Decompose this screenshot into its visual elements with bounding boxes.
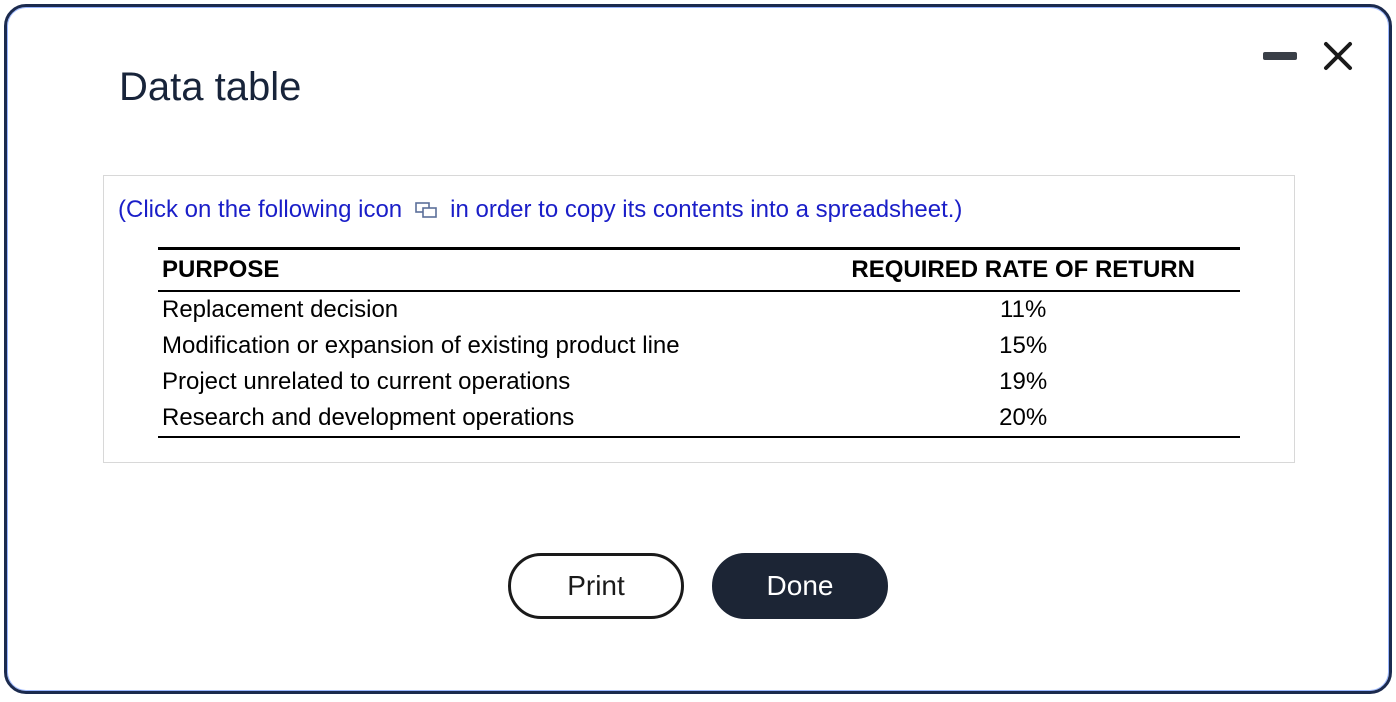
- print-button[interactable]: Print: [508, 553, 684, 619]
- cell-purpose: Research and development operations: [158, 400, 806, 437]
- content-box: (Click on the following icon in order to…: [103, 175, 1295, 463]
- dialog-title: Data table: [119, 65, 301, 110]
- table-header-row: PURPOSE REQUIRED RATE OF RETURN: [158, 249, 1240, 292]
- table-row: Research and development operations 20%: [158, 400, 1240, 437]
- done-button[interactable]: Done: [712, 553, 888, 619]
- minimize-icon[interactable]: [1263, 52, 1297, 60]
- data-table-wrap: PURPOSE REQUIRED RATE OF RETURN Replacem…: [158, 247, 1240, 438]
- instruction-prefix: (Click on the following icon: [118, 194, 402, 225]
- cell-purpose: Replacement decision: [158, 291, 806, 328]
- window-controls: [1263, 41, 1353, 71]
- table-row: Replacement decision 11%: [158, 291, 1240, 328]
- cell-rate: 19%: [806, 364, 1240, 400]
- cell-purpose: Modification or expansion of existing pr…: [158, 328, 806, 364]
- copy-instruction: (Click on the following icon in order to…: [118, 194, 1280, 225]
- cell-rate: 11%: [806, 291, 1240, 328]
- col-header-rate: REQUIRED RATE OF RETURN: [806, 249, 1240, 292]
- col-header-purpose: PURPOSE: [158, 249, 806, 292]
- cell-rate: 15%: [806, 328, 1240, 364]
- table-row: Project unrelated to current operations …: [158, 364, 1240, 400]
- data-table: PURPOSE REQUIRED RATE OF RETURN Replacem…: [158, 247, 1240, 438]
- dialog-button-row: Print Done: [7, 553, 1389, 619]
- cell-purpose: Project unrelated to current operations: [158, 364, 806, 400]
- cell-rate: 20%: [806, 400, 1240, 437]
- close-icon[interactable]: [1323, 41, 1353, 71]
- table-row: Modification or expansion of existing pr…: [158, 328, 1240, 364]
- data-table-dialog: Data table (Click on the following icon …: [4, 4, 1392, 694]
- copy-icon[interactable]: [412, 200, 440, 220]
- instruction-suffix: in order to copy its contents into a spr…: [450, 194, 962, 225]
